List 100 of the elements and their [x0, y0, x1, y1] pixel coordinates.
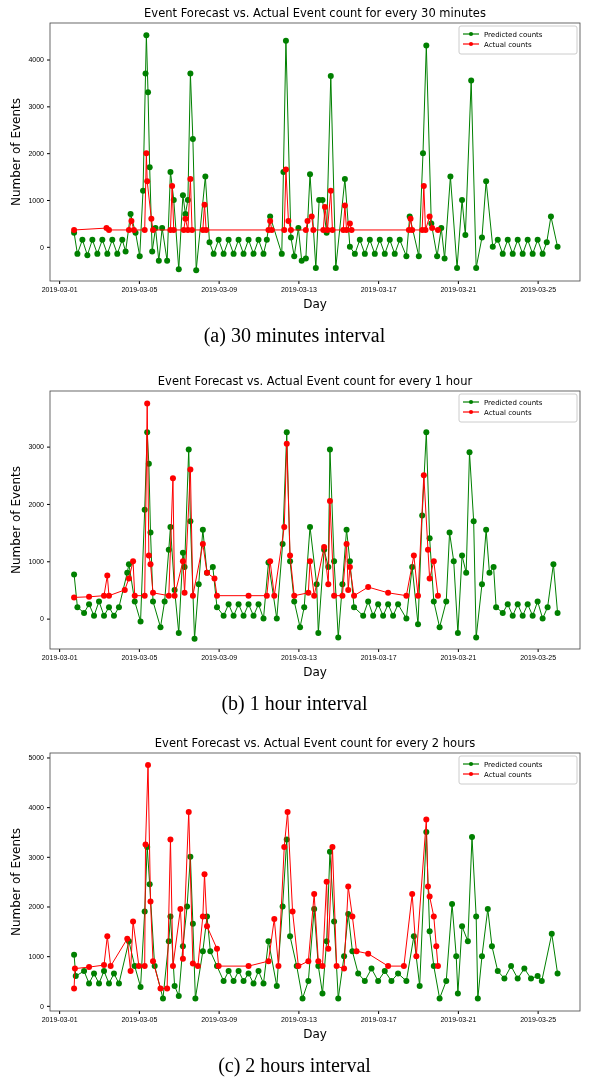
point [203, 226, 210, 233]
point [413, 953, 420, 960]
point [426, 575, 433, 582]
point [420, 472, 427, 479]
point [71, 594, 78, 601]
point [157, 985, 164, 992]
point [308, 213, 315, 220]
point [211, 575, 218, 582]
point [271, 592, 278, 599]
point [321, 204, 328, 211]
point [245, 963, 252, 970]
point [365, 950, 372, 957]
point [409, 226, 416, 233]
point [263, 592, 270, 599]
point [287, 552, 294, 559]
point [101, 592, 107, 599]
point [426, 213, 433, 220]
point [345, 586, 352, 593]
point [305, 958, 312, 965]
point [145, 552, 152, 559]
point [426, 893, 433, 900]
point [349, 913, 356, 920]
point [189, 226, 196, 233]
point [128, 218, 135, 225]
point [326, 498, 333, 505]
point [181, 589, 188, 596]
point [130, 558, 137, 565]
point [144, 178, 151, 185]
point [434, 592, 441, 599]
point [147, 561, 154, 568]
point [199, 913, 206, 920]
point [105, 592, 112, 599]
point [71, 985, 78, 992]
point [135, 963, 142, 970]
x-axis-title: Day [303, 1027, 327, 1041]
point [307, 558, 314, 565]
point [341, 965, 348, 972]
point [185, 809, 192, 816]
point [201, 201, 208, 208]
point [147, 898, 154, 905]
point [281, 523, 288, 530]
point [201, 871, 208, 878]
point [187, 175, 194, 182]
point [346, 220, 353, 227]
point [127, 968, 134, 975]
point [343, 541, 350, 548]
point [325, 581, 332, 588]
point [315, 958, 322, 965]
point [164, 985, 171, 992]
point [351, 592, 358, 599]
point [125, 575, 132, 582]
x-axis-title: Day [303, 297, 327, 311]
text: (c) 2 hours interval [218, 1054, 372, 1077]
point [284, 809, 291, 816]
text: (b) 1 hour interval [221, 692, 368, 715]
point [420, 182, 427, 189]
point [327, 187, 334, 194]
point [433, 943, 440, 950]
point [348, 226, 355, 233]
point [311, 592, 318, 599]
point [182, 215, 189, 222]
point [130, 918, 137, 925]
point [430, 558, 437, 565]
point [179, 558, 186, 565]
point [333, 963, 340, 970]
point [86, 964, 93, 971]
point [403, 592, 410, 599]
point [189, 960, 196, 967]
point [86, 593, 93, 600]
point [169, 182, 176, 189]
point [329, 226, 336, 233]
x-axis-title: Day [303, 665, 327, 679]
point [423, 816, 430, 823]
point [131, 592, 138, 599]
point [329, 843, 336, 850]
point [171, 592, 178, 599]
point [107, 963, 114, 970]
point [144, 400, 151, 407]
point [265, 958, 272, 965]
point [187, 466, 194, 473]
point [245, 592, 252, 599]
point [150, 958, 157, 965]
point [189, 592, 196, 599]
point [410, 552, 417, 559]
point [141, 226, 148, 233]
point [400, 963, 407, 970]
point [104, 572, 111, 579]
point [148, 215, 155, 222]
chart-title: Event Forecast vs. Actual Event count for every 30 minutes [144, 6, 486, 20]
point [311, 891, 318, 898]
point [291, 592, 298, 599]
y-axis-title: Number of Events [9, 97, 23, 207]
point [353, 948, 360, 955]
point [289, 908, 296, 915]
point [141, 592, 148, 599]
point [287, 226, 294, 233]
chart-title: Event Forecast vs. Actual Event count for every 2 hours [154, 736, 476, 750]
point [169, 475, 176, 482]
point [346, 564, 353, 571]
point [305, 589, 312, 596]
